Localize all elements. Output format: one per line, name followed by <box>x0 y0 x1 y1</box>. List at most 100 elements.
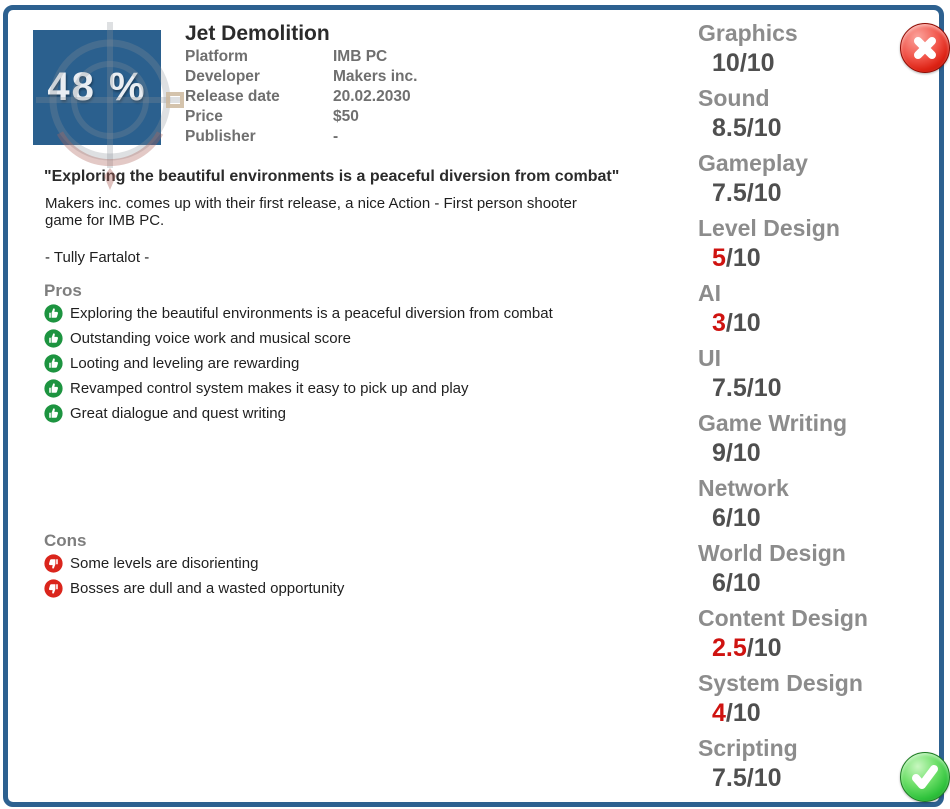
info-row-release-date: Release date 20.02.2030 <box>185 88 417 108</box>
rating-category: Level Design <box>698 215 840 241</box>
pro-item-text: Exploring the beautiful environments is … <box>70 305 553 322</box>
rating-score: 4/10 <box>698 698 868 729</box>
review-quote: "Exploring the beautiful environments is… <box>44 168 620 185</box>
confirm-button[interactable] <box>900 752 950 802</box>
reviewer-byline: - Tully Fartalot - <box>45 249 150 266</box>
cons-header: Cons <box>44 531 87 550</box>
con-item-text: Bosses are dull and a wasted opportunity <box>70 580 345 597</box>
info-label: Price <box>185 108 223 125</box>
rating-network: Network 6/10 <box>698 473 868 538</box>
review-description: Makers inc. comes up with their first re… <box>45 195 665 229</box>
rating-category: UI <box>698 345 721 371</box>
overall-score-box: 48 % <box>33 30 161 145</box>
rating-score: 7.5/10 <box>698 178 868 209</box>
pros-section: Pros Exploring the beautiful environment… <box>44 281 553 426</box>
pro-item-text: Revamped control system makes it easy to… <box>70 380 469 397</box>
rating-value: 7.5 <box>712 179 747 207</box>
rating-out-of: /10 <box>725 699 761 727</box>
rating-value: 10 <box>712 49 740 77</box>
rating-system-design: System Design 4/10 <box>698 668 868 733</box>
rating-score: 6/10 <box>698 568 868 599</box>
rating-score: 6/10 <box>698 503 868 534</box>
rating-out-of: /10 <box>725 569 761 597</box>
con-item-text: Some levels are disorienting <box>70 555 259 572</box>
rating-sound: Sound 8.5/10 <box>698 83 868 148</box>
rating-value: 7.5 <box>712 374 747 402</box>
ratings-column: Graphics 10/10 Sound 8.5/10 Gameplay 7.5… <box>698 18 868 798</box>
rating-gameplay: Gameplay 7.5/10 <box>698 148 868 213</box>
rating-world-design: World Design 6/10 <box>698 538 868 603</box>
game-title: Jet Demolition <box>185 22 330 45</box>
pro-item-text: Great dialogue and quest writing <box>70 405 286 422</box>
info-value: $50 <box>333 108 359 125</box>
game-info-table: Platform IMB PC Developer Makers inc. Re… <box>185 48 417 148</box>
rating-score: 7.5/10 <box>698 763 868 794</box>
rating-graphics: Graphics 10/10 <box>698 18 868 83</box>
rating-value: 2.5 <box>712 634 747 662</box>
pro-item: Looting and leveling are rewarding <box>44 351 553 376</box>
rating-content-design: Content Design 2.5/10 <box>698 603 868 668</box>
info-label: Publisher <box>185 128 256 145</box>
info-value: Makers inc. <box>333 68 418 85</box>
rating-scripting: Scripting 7.5/10 <box>698 733 868 798</box>
rating-category: System Design <box>698 670 863 696</box>
rating-value: 4 <box>712 699 726 727</box>
rating-score: 8.5/10 <box>698 113 868 144</box>
rating-score: 9/10 <box>698 438 868 469</box>
rating-out-of: /10 <box>725 439 761 467</box>
rating-value: 8.5 <box>712 114 747 142</box>
info-row-price: Price $50 <box>185 108 417 128</box>
rating-level-design: Level Design 5/10 <box>698 213 868 278</box>
rating-out-of: /10 <box>725 244 761 272</box>
con-item: Bosses are dull and a wasted opportunity <box>44 576 344 601</box>
info-row-developer: Developer Makers inc. <box>185 68 417 88</box>
pros-header: Pros <box>44 281 82 300</box>
rating-category: Network <box>698 475 789 501</box>
review-description-line: Makers inc. comes up with their first re… <box>45 195 577 212</box>
rating-out-of: /10 <box>725 504 761 532</box>
rating-value: 6 <box>712 569 726 597</box>
overall-score-value: 48 % <box>47 65 147 109</box>
thumbs-up-icon <box>44 329 63 348</box>
rating-ui: UI 7.5/10 <box>698 343 868 408</box>
pro-item-text: Looting and leveling are rewarding <box>70 355 300 372</box>
rating-category: Gameplay <box>698 150 808 176</box>
info-value: 20.02.2030 <box>333 88 411 105</box>
rating-category: Game Writing <box>698 410 848 436</box>
rating-game-writing: Game Writing 9/10 <box>698 408 868 473</box>
close-button[interactable] <box>900 23 950 73</box>
rating-out-of: /10 <box>739 49 775 77</box>
close-x-icon <box>914 37 936 59</box>
rating-value: 5 <box>712 244 726 272</box>
pro-item: Outstanding voice work and musical score <box>44 326 553 351</box>
info-label: Developer <box>185 68 260 85</box>
rating-out-of: /10 <box>746 179 782 207</box>
rating-value: 7.5 <box>712 764 747 792</box>
pro-item: Great dialogue and quest writing <box>44 401 553 426</box>
rating-out-of: /10 <box>746 764 782 792</box>
rating-score: 2.5/10 <box>698 633 868 664</box>
info-row-publisher: Publisher - <box>185 128 417 148</box>
rating-score: 5/10 <box>698 243 868 274</box>
thumbs-up-icon <box>44 304 63 323</box>
info-value: - <box>333 128 339 145</box>
info-label: Platform <box>185 48 248 65</box>
thumbs-up-icon <box>44 354 63 373</box>
rating-category: Content Design <box>698 605 868 631</box>
pro-item: Revamped control system makes it easy to… <box>44 376 553 401</box>
info-label: Release date <box>185 88 280 105</box>
rating-out-of: /10 <box>746 114 782 142</box>
thumbs-down-icon <box>44 579 63 598</box>
thumbs-up-icon <box>44 379 63 398</box>
rating-out-of: /10 <box>725 309 761 337</box>
thumbs-up-icon <box>44 404 63 423</box>
rating-score: 7.5/10 <box>698 373 868 404</box>
con-item: Some levels are disorienting <box>44 551 344 576</box>
rating-value: 6 <box>712 504 726 532</box>
rating-score: 3/10 <box>698 308 868 339</box>
rating-category: Scripting <box>698 735 798 761</box>
review-window: 48 % Jet Demolition Platform IMB PC Deve… <box>3 5 950 807</box>
rating-category: World Design <box>698 540 846 566</box>
review-description-line: game for IMB PC. <box>45 212 165 229</box>
pro-item-text: Outstanding voice work and musical score <box>70 330 351 347</box>
